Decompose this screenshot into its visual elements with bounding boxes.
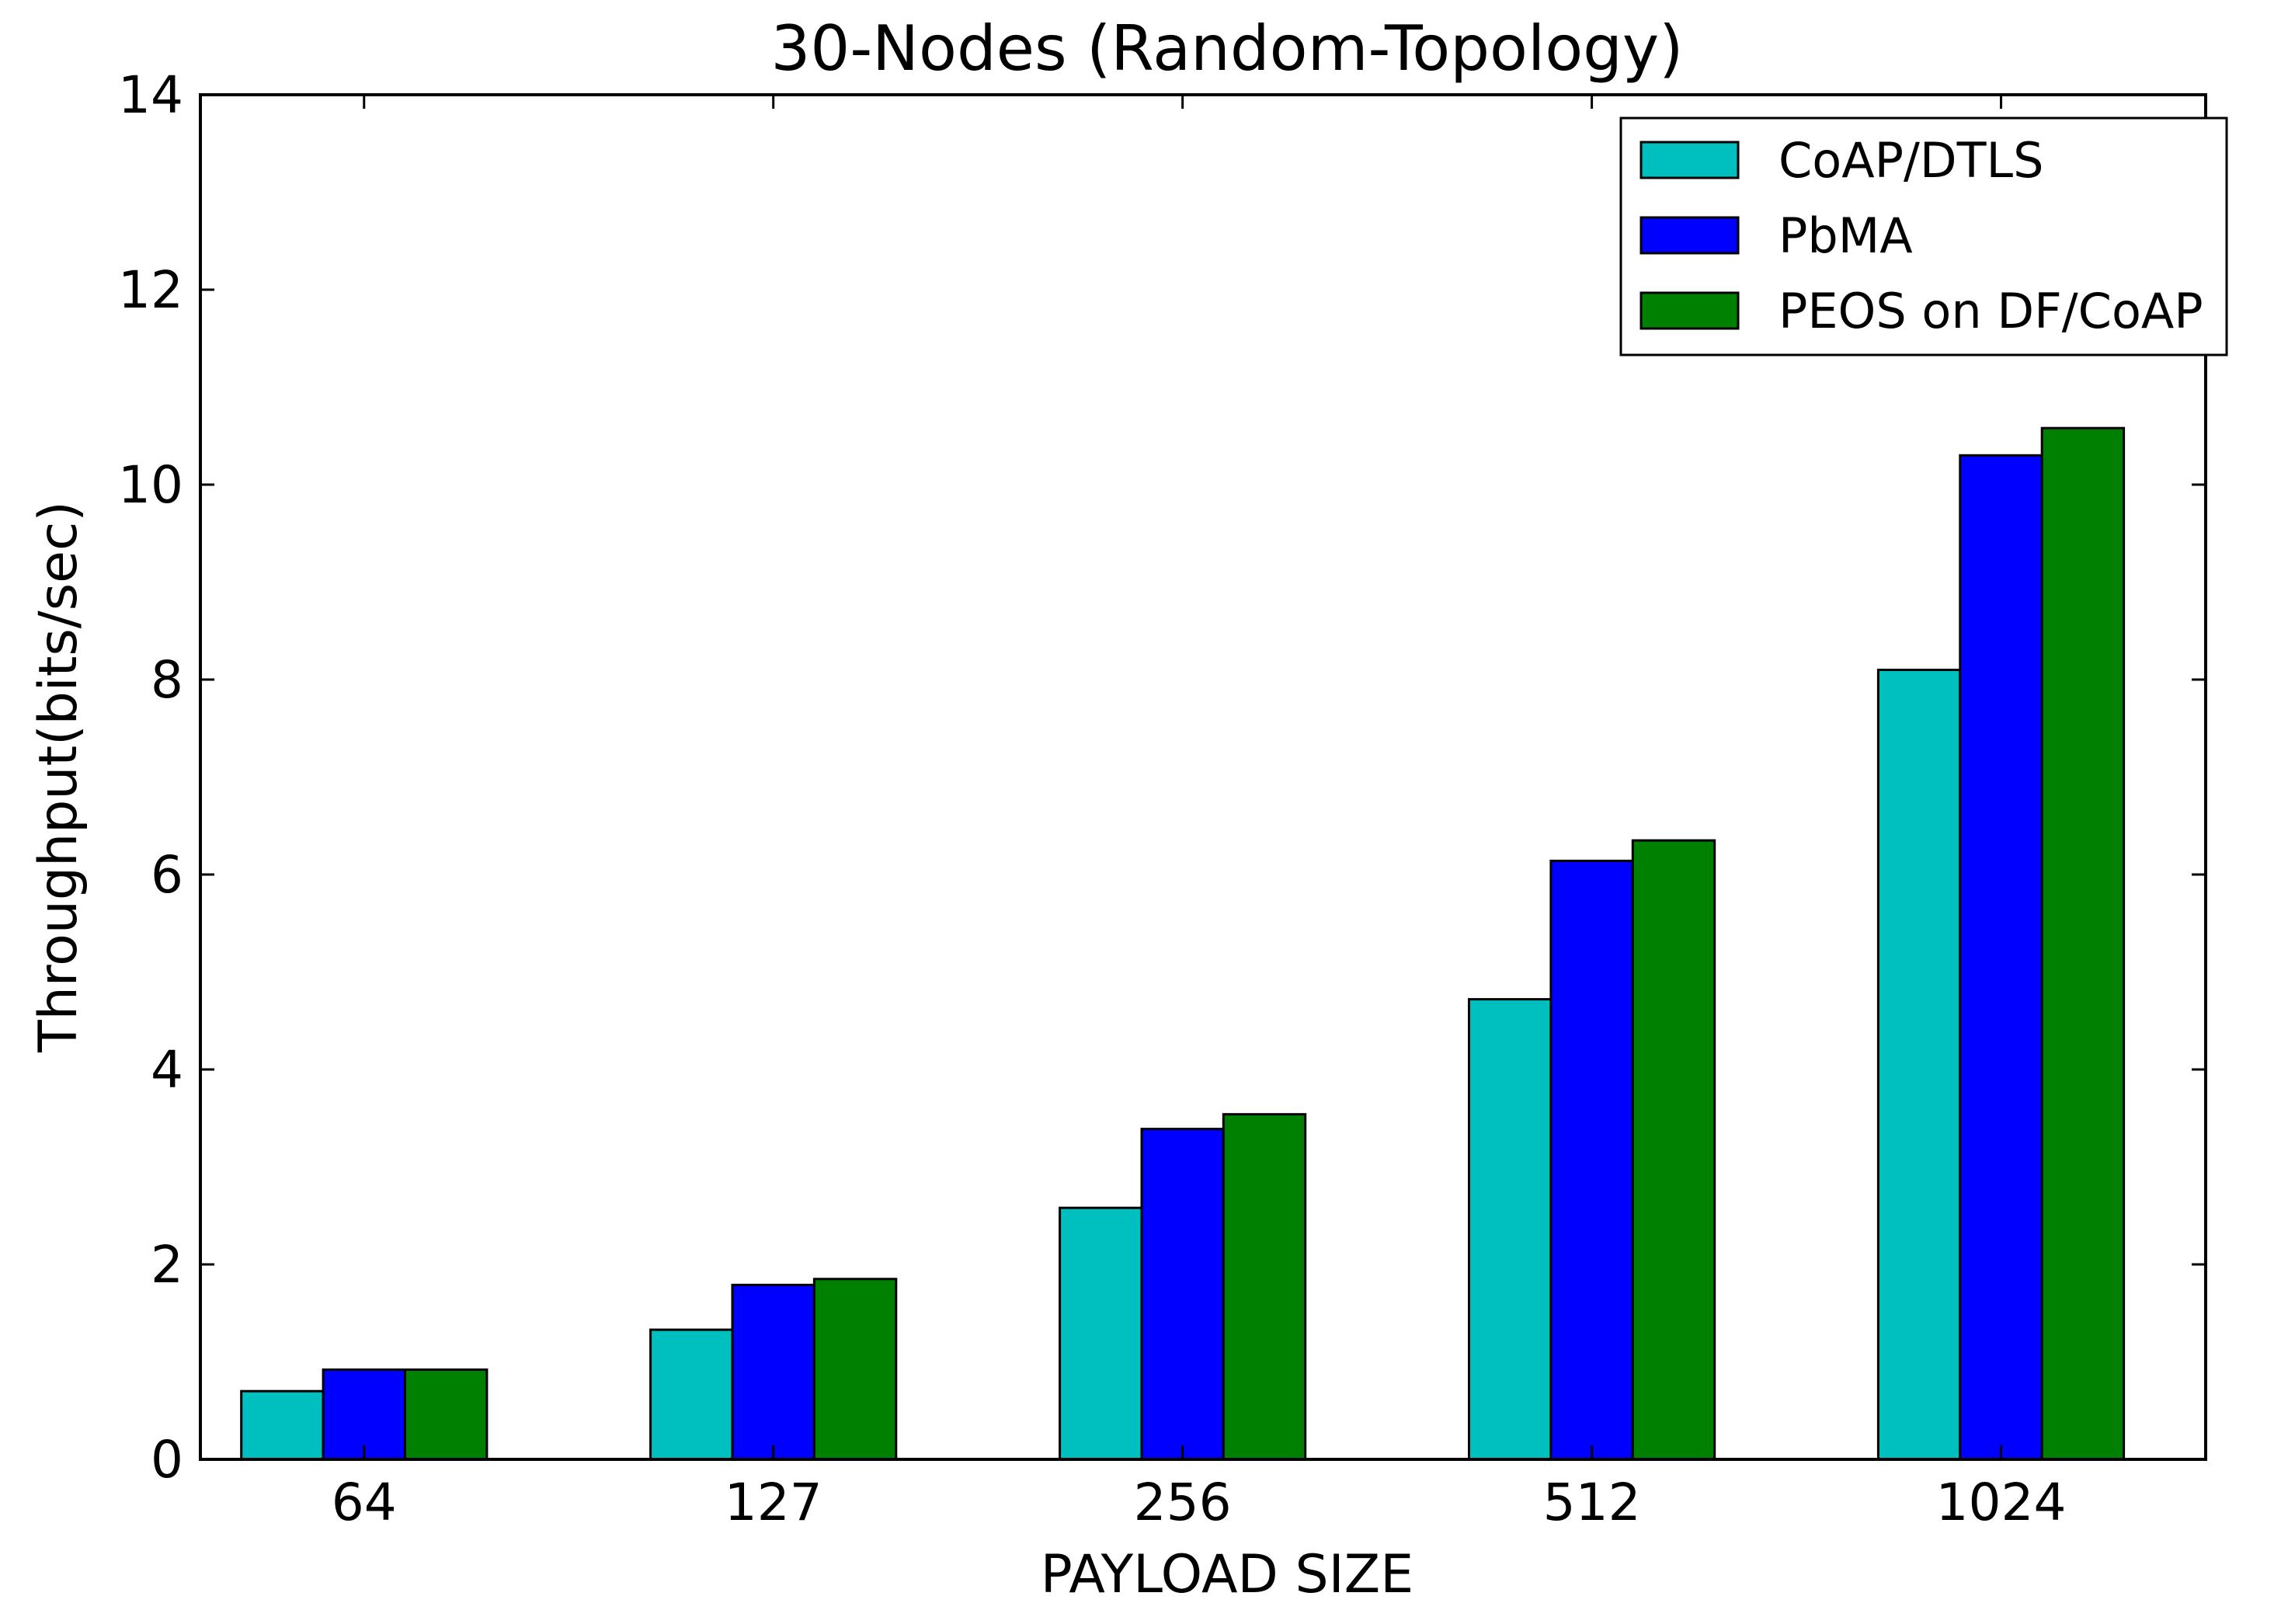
y-axis-label: Throughput(bits/sec) bbox=[28, 501, 89, 1053]
legend-swatch-pbma bbox=[1639, 216, 1740, 255]
x-axis-ticks: 64 127 256 512 1024 bbox=[332, 95, 2067, 1532]
bar-peos-on-df-coap-1024 bbox=[2040, 426, 2126, 1461]
y-tick-label: 2 bbox=[151, 1235, 183, 1295]
bar-pbma-256 bbox=[1140, 1128, 1225, 1461]
bar-pbma-512 bbox=[1549, 859, 1634, 1461]
x-tick-label-127: 127 bbox=[725, 1473, 822, 1532]
y-tick-label: 8 bbox=[151, 650, 183, 710]
y-tick-label: 4 bbox=[151, 1040, 183, 1100]
bar-coap-dtls-64 bbox=[240, 1389, 325, 1461]
legend: CoAP/DTLS PbMA PEOS on DF/CoAP bbox=[1619, 116, 2228, 356]
legend-label-coap-dtls: CoAP/DTLS bbox=[1779, 132, 2043, 189]
y-tick-label: 12 bbox=[118, 260, 183, 320]
bar-coap-dtls-256 bbox=[1059, 1206, 1143, 1461]
plot-area-frame bbox=[199, 93, 2207, 1461]
chart-title: 30-Nodes (Random-Topology) bbox=[771, 12, 1684, 85]
bar-peos-on-df-coap-64 bbox=[404, 1368, 489, 1461]
y-tick-label: 10 bbox=[118, 455, 183, 515]
legend-label-peos: PEOS on DF/CoAP bbox=[1779, 283, 2203, 339]
bar-coap-dtls-512 bbox=[1468, 998, 1553, 1461]
bar-peos-on-df-coap-512 bbox=[1631, 839, 1716, 1461]
bar-pbma-1024 bbox=[1959, 454, 2043, 1461]
legend-swatch-coap-dtls bbox=[1639, 141, 1740, 179]
y-tick-label: 14 bbox=[118, 65, 183, 125]
x-tick-label-1024: 1024 bbox=[1936, 1473, 2067, 1532]
x-tick-label-64: 64 bbox=[332, 1473, 397, 1532]
x-axis-label: PAYLOAD SIZE bbox=[1041, 1544, 1413, 1605]
bars-group bbox=[240, 426, 2126, 1461]
legend-label-pbma: PbMA bbox=[1779, 207, 1913, 264]
bar-coap-dtls-1024 bbox=[1876, 669, 1962, 1461]
bar-pbma-127 bbox=[731, 1283, 815, 1461]
legend-swatch-peos bbox=[1639, 291, 1740, 330]
y-axis-ticks: 0 2 4 6 8 10 12 14 bbox=[118, 65, 2206, 1490]
bar-peos-on-df-coap-256 bbox=[1222, 1113, 1307, 1461]
bar-peos-on-df-coap-127 bbox=[812, 1278, 898, 1461]
x-tick-label-256: 256 bbox=[1134, 1473, 1232, 1532]
x-tick-label-512: 512 bbox=[1543, 1473, 1641, 1532]
bar-coap-dtls-127 bbox=[649, 1328, 734, 1461]
y-tick-label: 0 bbox=[151, 1430, 183, 1490]
y-tick-label: 6 bbox=[151, 845, 183, 905]
